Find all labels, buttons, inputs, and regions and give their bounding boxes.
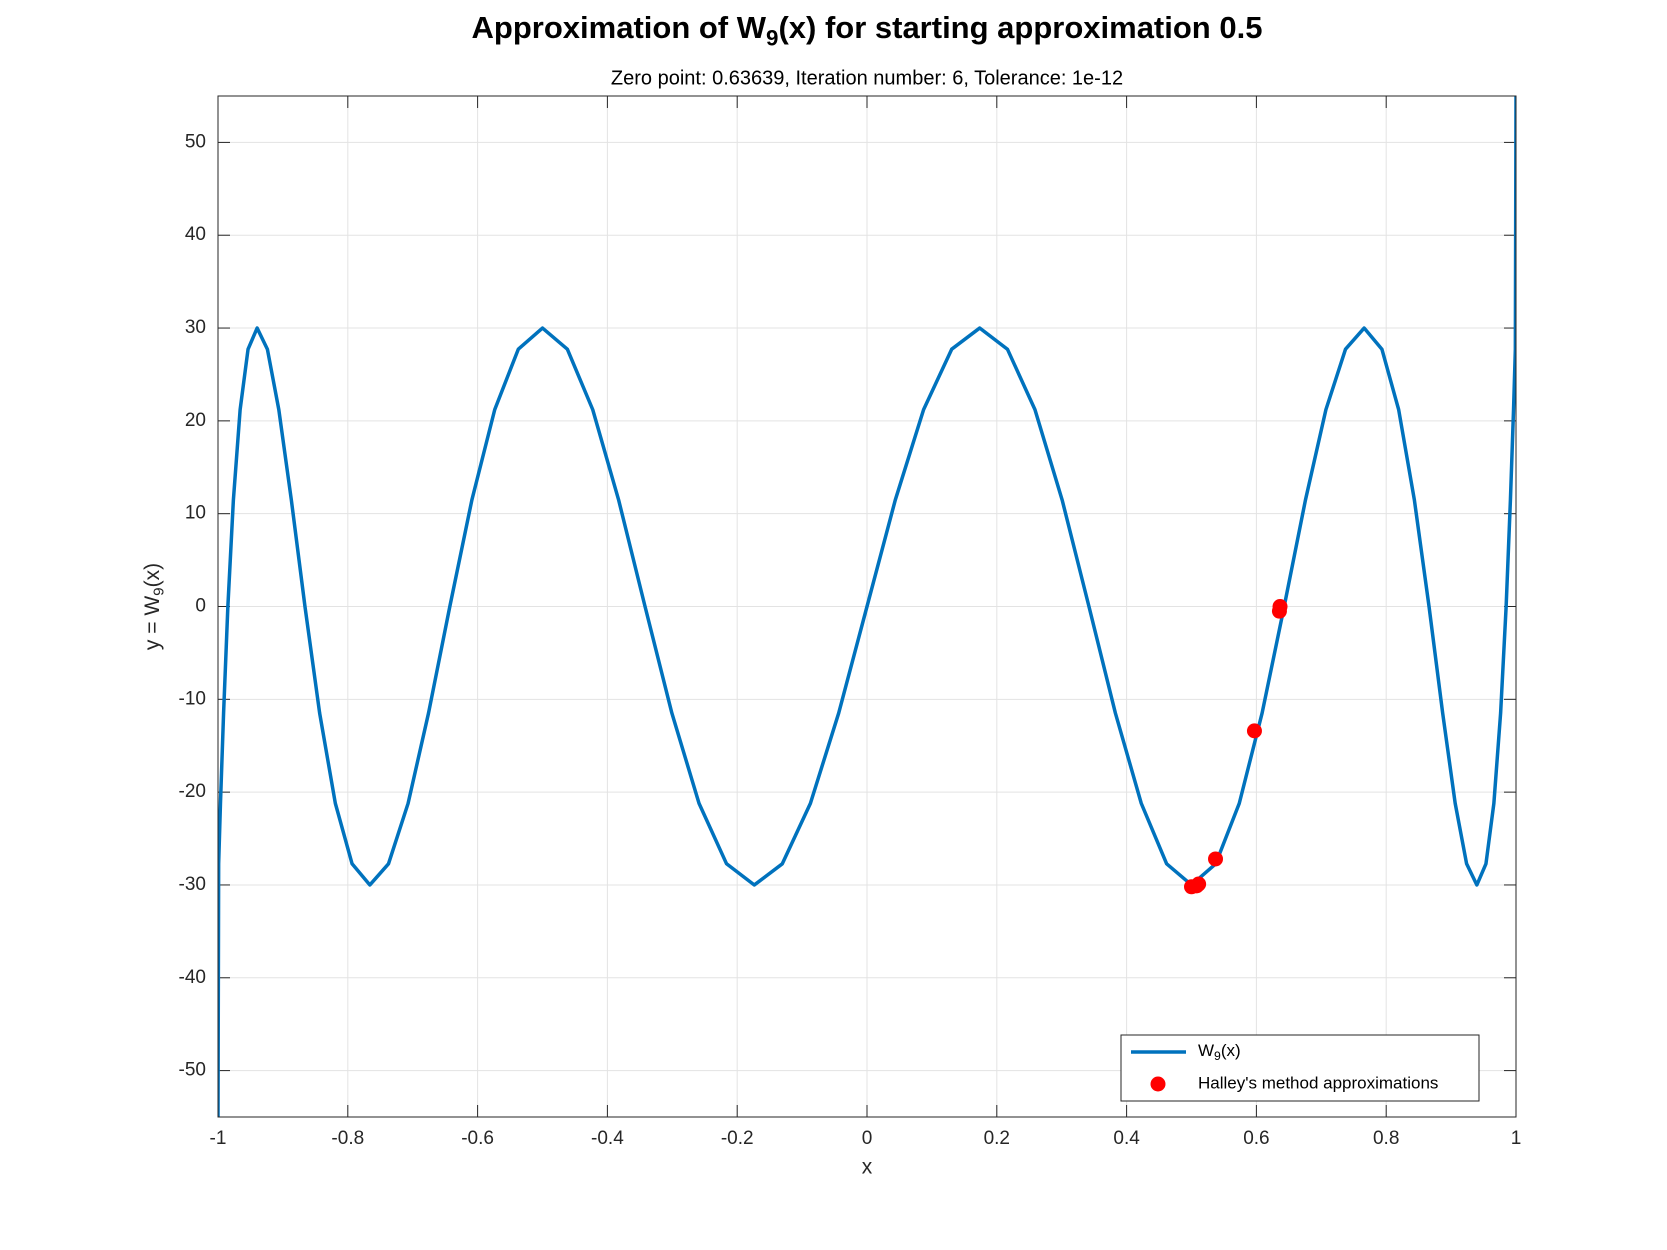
y-tick-label: -20 (179, 781, 206, 802)
y-tick-label: 10 (185, 503, 206, 524)
x-tick-label: 0.6 (1243, 1128, 1269, 1149)
legend-swatch (1150, 1076, 1166, 1092)
legend-label-part: 9 (1214, 1049, 1221, 1063)
x-axis-label: x (862, 1156, 873, 1179)
legend-box (1120, 1034, 1480, 1102)
x-tick-label: 0.8 (1373, 1128, 1399, 1149)
legend-label-part: W (1198, 1041, 1214, 1060)
y-tick-label: -10 (179, 688, 206, 709)
chart-subtitle: Zero point: 0.63639, Iteration number: 6… (611, 67, 1123, 89)
chart-title-part: (x) for starting approximation 0.5 (778, 10, 1262, 45)
y-tick-label: -40 (179, 967, 206, 988)
y-tick-label: 20 (185, 410, 206, 431)
x-tick-label: 0 (862, 1128, 873, 1149)
chart-title-part: 9 (766, 25, 778, 50)
chart-title-part: Approximation of W (472, 10, 767, 45)
chart-title: Approximation of W9(x) for starting appr… (472, 10, 1263, 50)
x-tick-label: -0.4 (591, 1128, 624, 1149)
data-point (1191, 876, 1207, 892)
x-tick-label: 1 (1511, 1128, 1522, 1149)
y-tick-label: 50 (185, 131, 206, 152)
y-tick-label: 0 (195, 596, 206, 617)
y-tick-label: -50 (179, 1060, 206, 1081)
x-tick-label: 0.4 (1113, 1128, 1140, 1149)
y-axis-label-part: (x) (141, 563, 164, 588)
y-tick-label: -30 (179, 874, 206, 895)
y-tick-label: 30 (185, 317, 206, 338)
legend-label: W9(x) (1198, 1041, 1241, 1063)
y-tick-label: 40 (185, 224, 206, 245)
x-tick-label: 0.2 (984, 1128, 1010, 1149)
x-tick-label: -0.8 (331, 1128, 364, 1149)
x-tick-label: -0.6 (461, 1128, 494, 1149)
x-tick-label: -0.2 (721, 1128, 754, 1149)
x-tick-label: -1 (210, 1128, 227, 1149)
y-axis-label-part: y = W (141, 596, 164, 650)
y-axis-label: y = W9(x) (141, 563, 168, 650)
data-line (218, 96, 1516, 1117)
data-point (1246, 723, 1262, 739)
data-point (1208, 851, 1224, 867)
data-point (1272, 599, 1288, 614)
y-axis-label-part: 9 (150, 587, 167, 595)
legend-label: Halley's method approximations (1198, 1073, 1438, 1092)
legend-label-part: (x) (1221, 1041, 1241, 1060)
plot-frame (217, 95, 1517, 1118)
